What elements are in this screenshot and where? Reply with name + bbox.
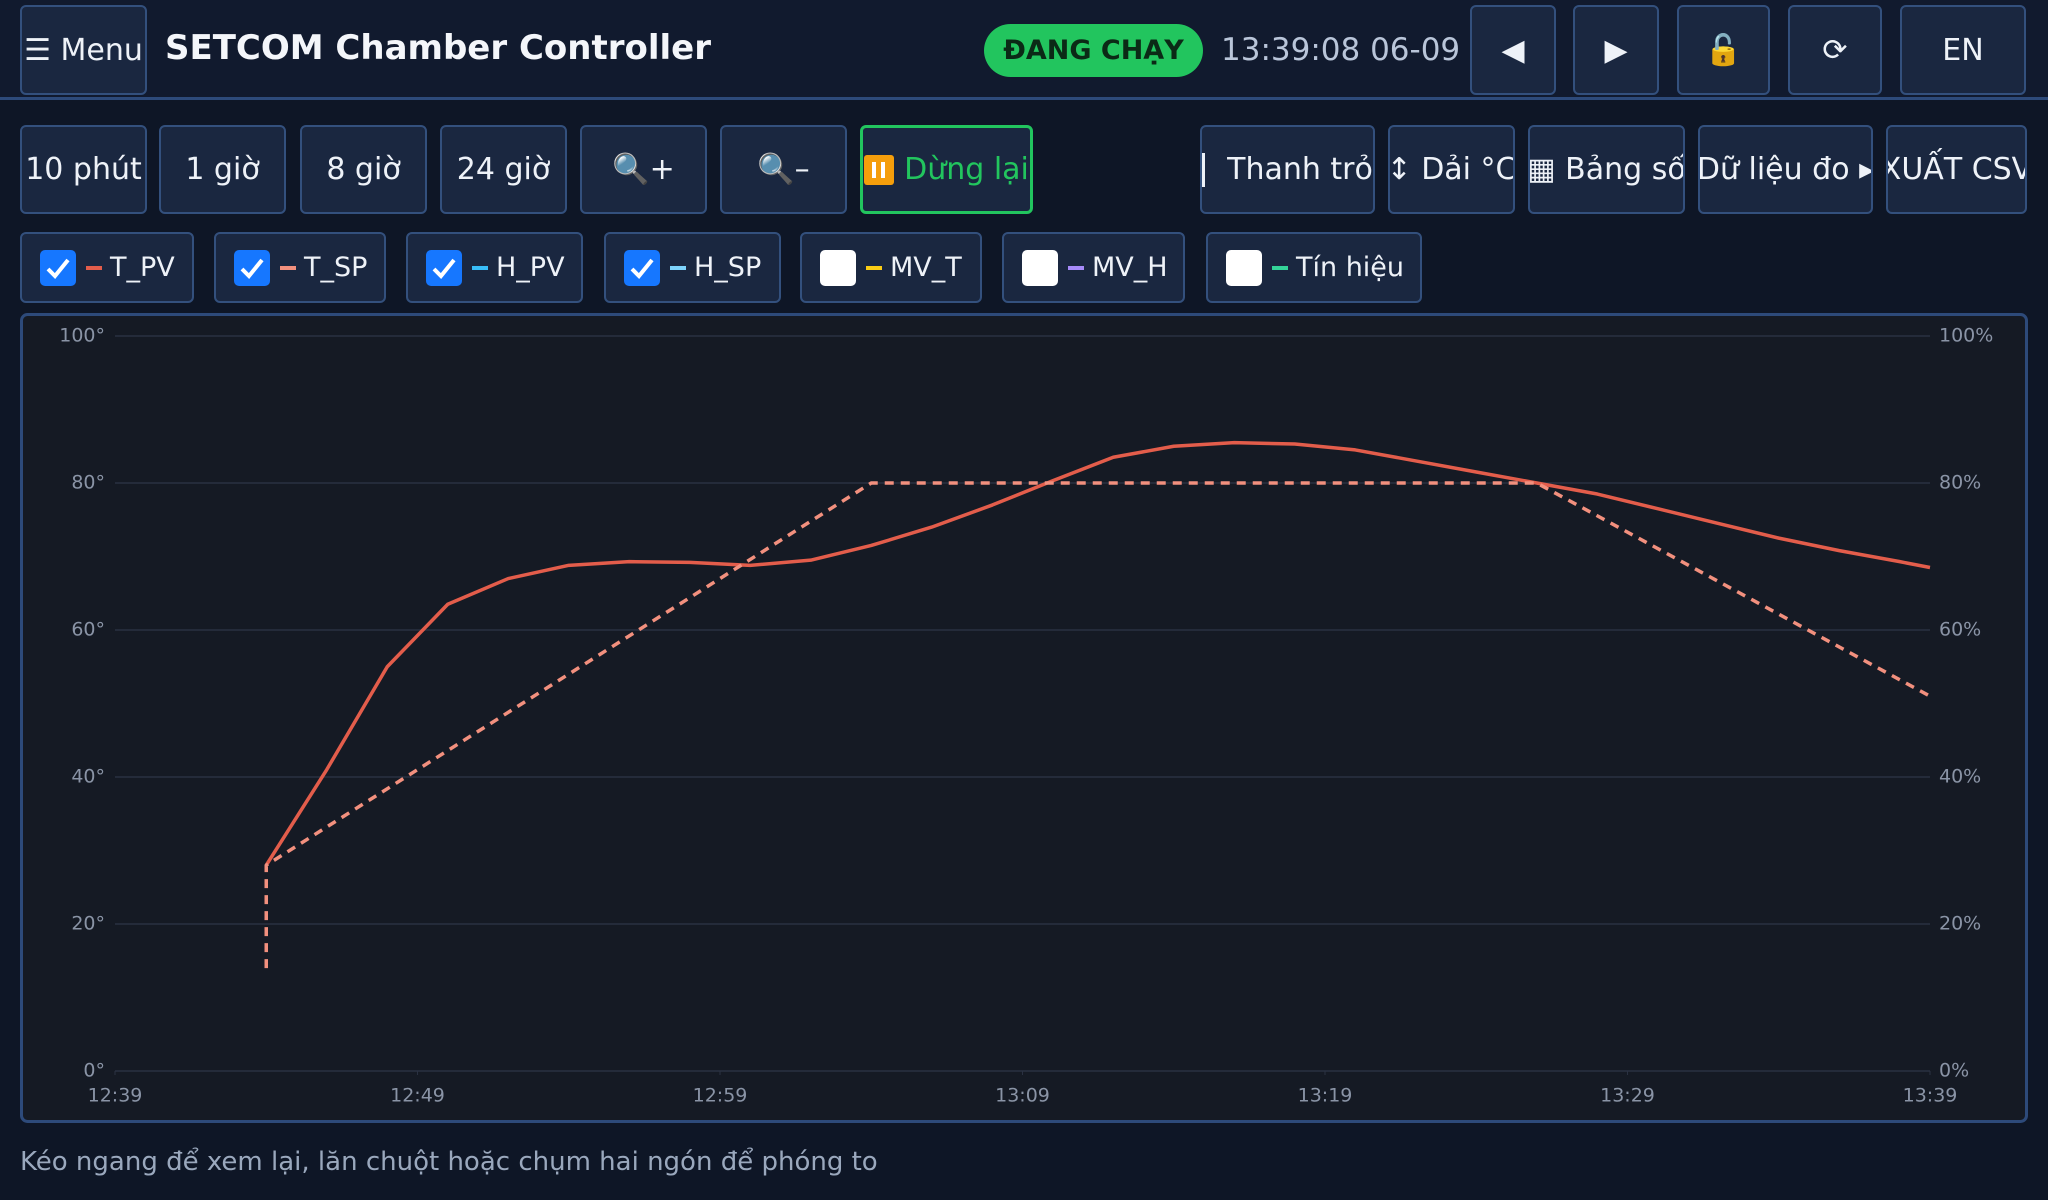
app-title: SETCOM Chamber Controller — [165, 28, 711, 68]
zoom-in-button[interactable]: 🔍+ — [580, 125, 707, 214]
check-mark — [432, 258, 456, 279]
cursor-label: Thanh trỏ — [1227, 152, 1373, 187]
table-button[interactable]: ▦ Bảng số — [1528, 125, 1685, 214]
y-tick-label: 100° — [59, 325, 105, 347]
legend-label: T_PV — [110, 252, 175, 283]
legend-swatch — [86, 265, 102, 270]
clock: 13:39:08 06-09 — [1221, 32, 1461, 68]
refresh-button[interactable]: ⟳ — [1788, 5, 1882, 95]
range-c-button[interactable]: ↕ Dải °C — [1388, 125, 1515, 214]
pause-label: Dừng lại — [904, 152, 1029, 187]
y2-tick-label: 60% — [1939, 619, 1981, 641]
series-toggle[interactable]: T_PV — [20, 232, 194, 303]
y-tick-label: 0° — [83, 1060, 105, 1082]
next-button[interactable]: ▶ — [1573, 5, 1659, 95]
legend-label: MV_T — [890, 252, 962, 283]
range-button[interactable]: 10 phút — [20, 125, 147, 214]
legend-label: H_SP — [694, 252, 762, 283]
series-line — [264, 440, 1931, 867]
legend-label: T_SP — [304, 252, 368, 283]
y2-tick-label: 20% — [1939, 913, 1981, 935]
pause-icon — [864, 154, 895, 185]
check-mark — [240, 258, 264, 279]
legend-swatch — [670, 265, 686, 270]
cursor-icon — [1202, 152, 1206, 187]
legend-swatch — [866, 265, 882, 270]
pause-button[interactable]: Dừng lại — [860, 125, 1033, 214]
checkbox[interactable] — [624, 249, 660, 286]
cursor-button[interactable]: Thanh trỏ — [1200, 125, 1375, 214]
checkbox[interactable] — [40, 249, 76, 286]
chart-frame — [20, 313, 2028, 1123]
prev-button[interactable]: ◀ — [1470, 5, 1556, 95]
y2-tick-label: 80% — [1939, 472, 1981, 494]
legend-label: Tín hiệu — [1296, 252, 1405, 283]
legend-swatch — [472, 265, 488, 270]
checkbox[interactable] — [426, 249, 462, 286]
y-tick-label: 60° — [71, 619, 105, 641]
series-toggle[interactable]: T_SP — [214, 232, 386, 303]
status-badge: ĐANG CHẠY — [984, 24, 1203, 77]
checkbox[interactable] — [234, 249, 270, 286]
check-mark — [46, 258, 70, 279]
x-tick-label: 12:39 — [88, 1085, 143, 1107]
x-tick-label: 13:19 — [1298, 1085, 1353, 1107]
export-button[interactable]: XUẤT CSV — [1886, 125, 2027, 214]
range-button[interactable]: 1 giờ — [159, 125, 286, 214]
x-tick-label: 13:39 — [1903, 1085, 1958, 1107]
menu-button[interactable]: ☰ Menu — [20, 5, 147, 95]
legend-swatch — [1272, 265, 1288, 270]
range-button[interactable]: 8 giờ — [300, 125, 427, 214]
lock-button[interactable]: 🔓 — [1677, 5, 1770, 95]
checkbox[interactable] — [1226, 249, 1262, 286]
check-mark — [630, 258, 654, 279]
data-button[interactable]: Dữ liệu đo ▸ — [1698, 125, 1873, 214]
checkbox[interactable] — [820, 249, 856, 286]
legend-label: MV_H — [1092, 252, 1168, 283]
chart: 0° 20° 40° 60° 80° 100° 0% 20% 40% 60% 80% 100% 12:3… — [20, 313, 2028, 1123]
language-button[interactable]: EN — [1900, 5, 2026, 95]
range-button[interactable]: 24 giờ — [440, 125, 567, 214]
legend-swatch — [280, 265, 296, 270]
y-tick-label: 20° — [71, 913, 105, 935]
hint: Kéo ngang để xem lại, lăn chuột hoặc chụ… — [20, 1147, 878, 1177]
x-tick-label: 13:29 — [1600, 1085, 1655, 1107]
checkbox[interactable] — [1022, 249, 1058, 286]
x-tick-label: 12:49 — [390, 1085, 445, 1107]
series-line — [264, 481, 1931, 969]
series-toggle[interactable]: Tín hiệu — [1206, 232, 1422, 303]
zoom-out-button[interactable]: 🔍– — [720, 125, 847, 214]
y-tick-label: 80° — [71, 472, 105, 494]
x-tick-label: 13:09 — [995, 1085, 1050, 1107]
series-toggle[interactable]: H_SP — [604, 232, 781, 303]
x-tick-label: 12:59 — [693, 1085, 748, 1107]
series-toggle[interactable]: MV_T — [800, 232, 982, 303]
series-toggle[interactable]: H_PV — [406, 232, 583, 303]
legend-swatch — [1068, 265, 1084, 270]
y2-tick-label: 100% — [1939, 325, 1993, 347]
legend-label: H_PV — [496, 252, 565, 283]
series-toggle[interactable]: MV_H — [1002, 232, 1185, 303]
y2-tick-label: 40% — [1939, 766, 1981, 788]
y2-tick-label: 0% — [1939, 1060, 1969, 1082]
y-tick-label: 40° — [71, 766, 105, 788]
